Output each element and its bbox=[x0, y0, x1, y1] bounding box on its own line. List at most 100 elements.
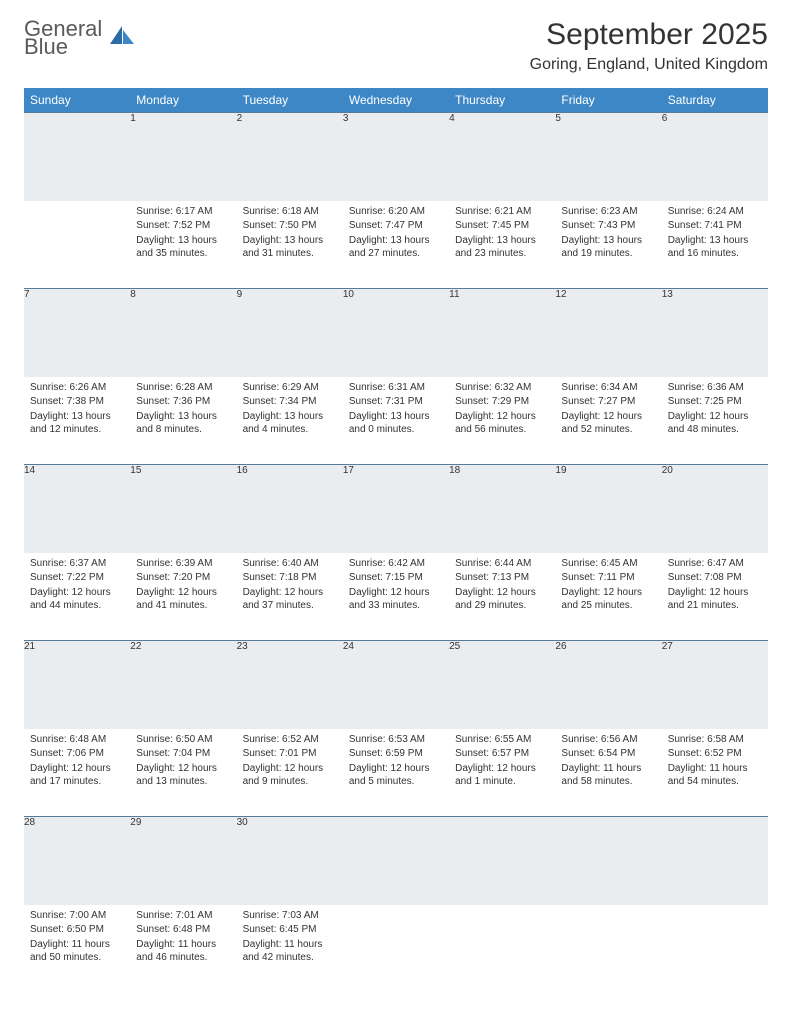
day-cell: Sunrise: 6:21 AMSunset: 7:45 PMDaylight:… bbox=[449, 201, 555, 289]
sunset-text: Sunset: 7:04 PM bbox=[136, 747, 230, 761]
day-content-row: Sunrise: 6:17 AMSunset: 7:52 PMDaylight:… bbox=[24, 201, 768, 289]
day-content-row: Sunrise: 6:26 AMSunset: 7:38 PMDaylight:… bbox=[24, 377, 768, 465]
sunrise-text: Sunrise: 6:47 AM bbox=[668, 557, 762, 571]
sunrise-text: Sunrise: 6:44 AM bbox=[455, 557, 549, 571]
day-cell: Sunrise: 6:47 AMSunset: 7:08 PMDaylight:… bbox=[662, 553, 768, 641]
sunset-text: Sunset: 7:08 PM bbox=[668, 571, 762, 585]
calendar-body: 123456Sunrise: 6:17 AMSunset: 7:52 PMDay… bbox=[24, 113, 768, 993]
daylight-text: Daylight: 12 hours and 25 minutes. bbox=[561, 586, 655, 613]
day-cell: Sunrise: 6:45 AMSunset: 7:11 PMDaylight:… bbox=[555, 553, 661, 641]
sunrise-text: Sunrise: 7:01 AM bbox=[136, 909, 230, 923]
daylight-text: Daylight: 12 hours and 5 minutes. bbox=[349, 762, 443, 789]
day-number: 14 bbox=[24, 465, 130, 553]
daylight-text: Daylight: 11 hours and 54 minutes. bbox=[668, 762, 762, 789]
day-cell bbox=[555, 905, 661, 993]
daylight-text: Daylight: 12 hours and 13 minutes. bbox=[136, 762, 230, 789]
daylight-text: Daylight: 11 hours and 42 minutes. bbox=[243, 938, 337, 965]
sunset-text: Sunset: 7:34 PM bbox=[243, 395, 337, 409]
weekday-header: Monday bbox=[130, 88, 236, 113]
day-cell: Sunrise: 6:32 AMSunset: 7:29 PMDaylight:… bbox=[449, 377, 555, 465]
daylight-text: Daylight: 11 hours and 50 minutes. bbox=[30, 938, 124, 965]
day-content-row: Sunrise: 6:48 AMSunset: 7:06 PM Daylight:… bbox=[24, 729, 768, 817]
day-number: 4 bbox=[449, 113, 555, 201]
day-number bbox=[555, 817, 661, 905]
day-number: 19 bbox=[555, 465, 661, 553]
title-block: September 2025 Goring, England, United K… bbox=[530, 18, 768, 74]
day-number: 29 bbox=[130, 817, 236, 905]
day-number: 10 bbox=[343, 289, 449, 377]
day-cell bbox=[24, 201, 130, 289]
daylight-text: Daylight: 12 hours and 48 minutes. bbox=[668, 410, 762, 437]
day-cell: Sunrise: 6:37 AMSunset: 7:22 PMDaylight:… bbox=[24, 553, 130, 641]
month-title: September 2025 bbox=[530, 18, 768, 52]
day-cell: Sunrise: 6:39 AMSunset: 7:20 PMDaylight:… bbox=[130, 553, 236, 641]
sunset-text: Sunset: 7:31 PM bbox=[349, 395, 443, 409]
day-number: 6 bbox=[662, 113, 768, 201]
day-number: 16 bbox=[237, 465, 343, 553]
day-number: 8 bbox=[130, 289, 236, 377]
day-cell: Sunrise: 6:53 AMSunset: 6:59 PMDaylight:… bbox=[343, 729, 449, 817]
day-cell: Sunrise: 7:00 AMSunset: 6:50 PMDaylight:… bbox=[24, 905, 130, 993]
day-number: 13 bbox=[662, 289, 768, 377]
day-number bbox=[662, 817, 768, 905]
logo-sail-icon bbox=[108, 24, 136, 53]
day-number: 21 bbox=[24, 641, 130, 729]
sunset-text: Sunset: 6:45 PM bbox=[243, 923, 337, 937]
day-cell: Sunrise: 6:23 AMSunset: 7:43 PMDaylight:… bbox=[555, 201, 661, 289]
day-number: 9 bbox=[237, 289, 343, 377]
daylight-text: Daylight: 13 hours and 35 minutes. bbox=[136, 234, 230, 261]
sunrise-text: Sunrise: 6:36 AM bbox=[668, 381, 762, 395]
day-content-row: Sunrise: 7:00 AMSunset: 6:50 PMDaylight:… bbox=[24, 905, 768, 993]
sunrise-text: Sunrise: 6:17 AM bbox=[136, 205, 230, 219]
day-cell bbox=[343, 905, 449, 993]
day-number: 11 bbox=[449, 289, 555, 377]
weekday-header: Saturday bbox=[662, 88, 768, 113]
sunset-text: Sunset: 7:11 PM bbox=[561, 571, 655, 585]
sunrise-text: Sunrise: 6:48 AM bbox=[30, 733, 124, 747]
day-cell: Sunrise: 7:01 AMSunset: 6:48 PMDaylight:… bbox=[130, 905, 236, 993]
sunset-text: Sunset: 7:06 PM bbox=[30, 747, 124, 761]
day-number: 7 bbox=[24, 289, 130, 377]
sunset-text: Sunset: 7:15 PM bbox=[349, 571, 443, 585]
logo: General Blue bbox=[24, 18, 136, 58]
day-cell: Sunrise: 6:31 AMSunset: 7:31 PMDaylight:… bbox=[343, 377, 449, 465]
sunrise-text: Sunrise: 6:39 AM bbox=[136, 557, 230, 571]
day-cell bbox=[662, 905, 768, 993]
daylight-text: Daylight: 12 hours and 21 minutes. bbox=[668, 586, 762, 613]
sunrise-text: Sunrise: 6:26 AM bbox=[30, 381, 124, 395]
sunset-text: Sunset: 7:52 PM bbox=[136, 219, 230, 233]
day-number: 27 bbox=[662, 641, 768, 729]
daylight-text: Daylight: 13 hours and 16 minutes. bbox=[668, 234, 762, 261]
daylight-text: Daylight: 12 hours and 56 minutes. bbox=[455, 410, 549, 437]
day-cell: Sunrise: 6:18 AMSunset: 7:50 PMDaylight:… bbox=[237, 201, 343, 289]
day-number: 26 bbox=[555, 641, 661, 729]
daynum-row: 14151617181920 bbox=[24, 465, 768, 553]
sunset-text: Sunset: 6:59 PM bbox=[349, 747, 443, 761]
weekday-header: Sunday bbox=[24, 88, 130, 113]
day-cell: Sunrise: 6:20 AMSunset: 7:47 PMDaylight:… bbox=[343, 201, 449, 289]
daylight-text: Daylight: 11 hours and 46 minutes. bbox=[136, 938, 230, 965]
sunset-text: Sunset: 6:54 PM bbox=[561, 747, 655, 761]
daylight-text: Daylight: 13 hours and 8 minutes. bbox=[136, 410, 230, 437]
sunrise-text: Sunrise: 6:31 AM bbox=[349, 381, 443, 395]
day-cell: Sunrise: 6:48 AMSunset: 7:06 PMDaylight:… bbox=[24, 729, 130, 817]
daylight-text: Daylight: 13 hours and 27 minutes. bbox=[349, 234, 443, 261]
day-number bbox=[449, 817, 555, 905]
daylight-text: Daylight: 12 hours and 52 minutes. bbox=[561, 410, 655, 437]
day-number: 3 bbox=[343, 113, 449, 201]
day-cell: Sunrise: 6:52 AMSunset: 7:01 PMDaylight:… bbox=[237, 729, 343, 817]
sunrise-text: Sunrise: 6:58 AM bbox=[668, 733, 762, 747]
day-cell: Sunrise: 6:40 AMSunset: 7:18 PMDaylight:… bbox=[237, 553, 343, 641]
day-number: 2 bbox=[237, 113, 343, 201]
calendar-head: SundayMondayTuesdayWednesdayThursdayFrid… bbox=[24, 88, 768, 113]
sunrise-text: Sunrise: 6:52 AM bbox=[243, 733, 337, 747]
weekday-header: Thursday bbox=[449, 88, 555, 113]
sunrise-text: Sunrise: 6:37 AM bbox=[30, 557, 124, 571]
daylight-text: Daylight: 12 hours and 1 minute. bbox=[455, 762, 549, 789]
sunset-text: Sunset: 7:47 PM bbox=[349, 219, 443, 233]
day-cell: Sunrise: 6:34 AMSunset: 7:27 PMDaylight:… bbox=[555, 377, 661, 465]
weekday-header: Friday bbox=[555, 88, 661, 113]
location: Goring, England, United Kingdom bbox=[530, 56, 768, 74]
sunset-text: Sunset: 6:57 PM bbox=[455, 747, 549, 761]
sunrise-text: Sunrise: 6:45 AM bbox=[561, 557, 655, 571]
